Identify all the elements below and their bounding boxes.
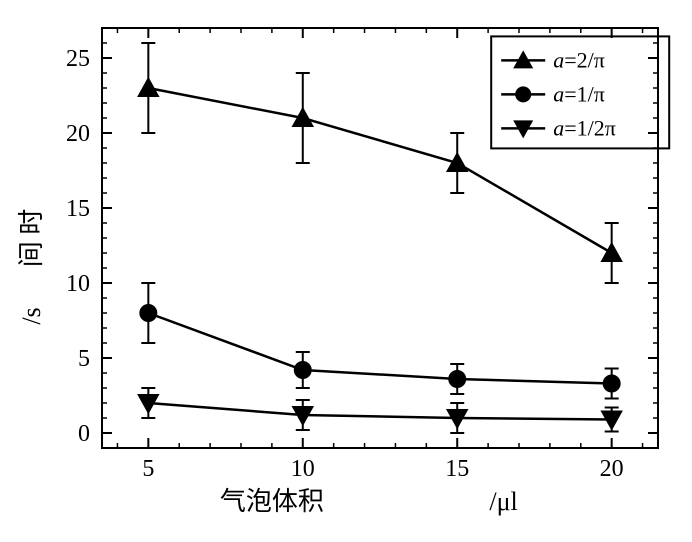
- x-tick-label: 20: [600, 456, 624, 482]
- y-axis-label-part1: 间 时: [17, 209, 46, 268]
- chart-container: 5 10 15 20 0 5 10 15 20 25 气泡体积/μl 间 时/s a=2/π a=1/π a…: [0, 0, 692, 542]
- series-line: [148, 313, 611, 384]
- series-line: [148, 403, 611, 420]
- x-tick-label: 5: [142, 456, 154, 482]
- legend-label: a=2/π: [553, 47, 605, 72]
- series-line: [148, 88, 611, 253]
- x-axis-label-part2: /μl: [489, 487, 517, 516]
- chart-svg: 5 10 15 20 0 5 10 15 20 25 气泡体积/μl 间 时/s a=2/π a=1/π a…: [0, 0, 692, 542]
- x-tick-label: 10: [291, 456, 315, 482]
- y-axis-label-part2: /s: [17, 307, 46, 324]
- y-tick-label: 20: [66, 121, 90, 147]
- y-tick-label: 15: [66, 196, 90, 222]
- legend-label: a=1/π: [553, 81, 605, 106]
- x-tick-label: 15: [445, 456, 469, 482]
- legend-label: a=1/2π: [553, 115, 616, 140]
- y-tick-label: 25: [66, 46, 90, 72]
- y-tick-label: 5: [78, 346, 90, 372]
- x-axis-label-part1: 气泡体积: [220, 487, 324, 516]
- y-tick-label: 10: [66, 271, 90, 297]
- y-tick-label: 0: [78, 421, 90, 447]
